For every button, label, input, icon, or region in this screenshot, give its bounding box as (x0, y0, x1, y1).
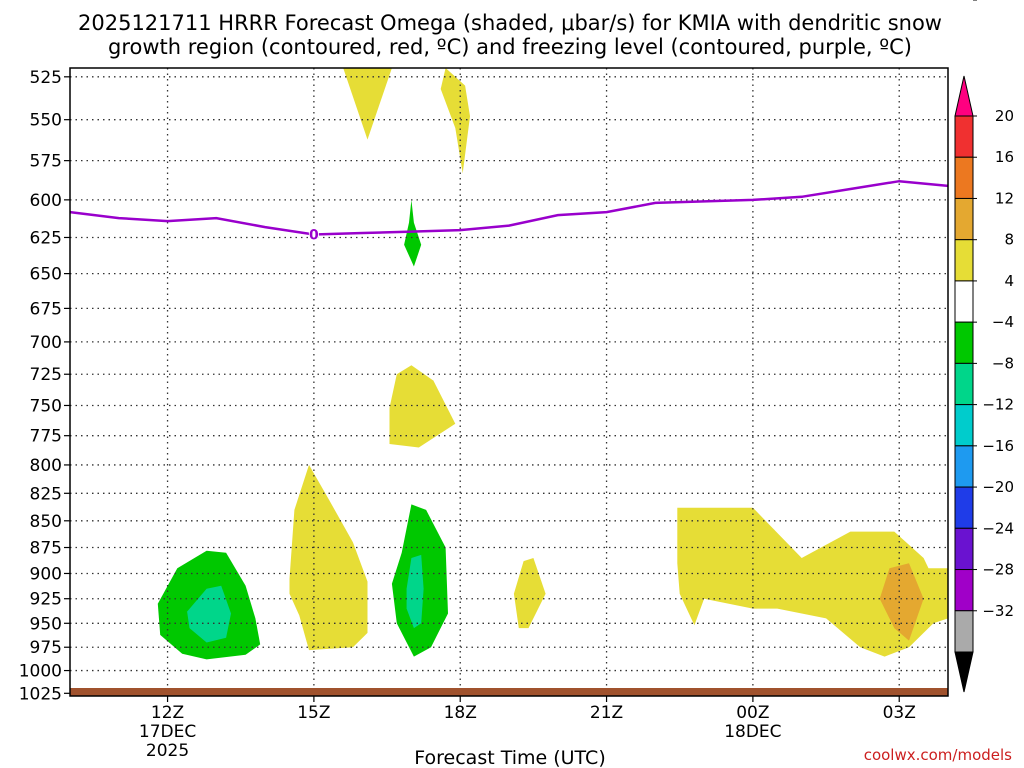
ground-bar (70, 688, 948, 696)
colorbar-band (954, 197, 974, 241)
y-tick-label: 900 (30, 564, 62, 584)
x-tick-label: 12Z (151, 703, 184, 723)
freezing-level-line (69, 179, 949, 236)
plot-frame (69, 67, 949, 697)
colorbar-band (954, 156, 974, 199)
credit-text: coolwx.com/models (864, 746, 1012, 764)
colorbar-label: −8 (992, 354, 1014, 372)
y-tick-label: 875 (30, 539, 62, 559)
y-tick-label: 575 (30, 152, 62, 172)
chart-title-line1: 2025121711 HRRR Forecast Omega (shaded, … (78, 11, 942, 35)
x-tick-label: 15Z (297, 703, 330, 723)
x-tick-label: 18Z (444, 703, 477, 723)
y-tick-label: 950 (30, 614, 62, 634)
y-tick-label: 525 (30, 68, 62, 88)
gridlines (70, 68, 948, 696)
y-axis: 525 550 575 600 625 650 675 700 725 750 775 800 825 8… (19, 68, 70, 704)
x-tick-date: 18DEC (724, 722, 781, 742)
colorbar-label: −16 (982, 437, 1014, 455)
x-tick-label: 00Z (736, 703, 769, 723)
colorbar-label: 12 (995, 189, 1014, 207)
upward-core-12z-low (187, 585, 231, 643)
colorbar-band (954, 569, 974, 612)
chart-title-line2: growth region (contoured, red, ºC) and f… (108, 35, 912, 59)
y-tick-label: 1025 (19, 684, 62, 704)
colorbar-band (954, 239, 974, 282)
colorbar-band (954, 115, 974, 158)
colorbar-label: −36 (982, 0, 1014, 4)
x-axis-label: Forecast Time (UTC) (414, 747, 605, 768)
downward-core-03z (879, 563, 924, 641)
colorbar-band (954, 445, 974, 488)
colorbar-bottom-arrow (954, 651, 974, 693)
downward-region-overnight (677, 507, 948, 657)
ground-strip (70, 688, 948, 696)
colorbar-label: −32 (982, 602, 1014, 620)
colorbar-label: 8 (1004, 231, 1014, 249)
colorbar-label: 4 (1004, 272, 1014, 290)
colorbar-label: −4 (992, 313, 1014, 331)
freezing-label-bg (308, 226, 319, 242)
plot-area: 0 (69, 67, 949, 697)
y-tick-label: 600 (30, 191, 62, 211)
y-tick-label: 975 (30, 638, 62, 658)
downward-region-15z-low (289, 464, 368, 651)
y-tick-label: 800 (30, 456, 62, 476)
colorbar-label: 20 (995, 107, 1014, 125)
colorbar-label: −20 (982, 478, 1014, 496)
colorbar-band (954, 527, 974, 571)
y-tick-label: 775 (30, 427, 62, 447)
y-tick-label: 825 (30, 484, 62, 504)
y-tick-label: 1000 (19, 662, 62, 682)
x-tick-label: 21Z (590, 703, 623, 723)
downward-region-19z-low (513, 558, 546, 629)
colorbar-label: −12 (982, 396, 1014, 414)
colorbar-band (954, 610, 974, 653)
colorbar-label: 16 (995, 148, 1014, 166)
upward-sliver-17z-mid (404, 199, 422, 267)
x-tick-date: 17DEC (139, 722, 196, 742)
y-tick-label: 650 (30, 265, 62, 285)
y-tick-label: 725 (30, 365, 62, 385)
y-tick-label: 850 (30, 512, 62, 532)
colorbar-band (954, 362, 974, 406)
y-tick-label: 925 (30, 590, 62, 610)
downward-region-17z-mid (389, 365, 456, 448)
colorbar: 20 16 12 8 4 −4 −8 −12 −16 −20 −24 −28 −32 −36 (954, 0, 1014, 693)
downward-region-1530z-upper (343, 68, 392, 140)
colorbar-label: −28 (982, 561, 1014, 579)
freezing-level-contour: 0 (69, 179, 949, 244)
omega-shaded-regions (157, 68, 948, 660)
colorbar-band (954, 280, 974, 323)
upward-core-17z-low (406, 554, 424, 629)
y-tick-label: 625 (30, 228, 62, 248)
colorbar-label: −24 (982, 519, 1014, 537)
y-tick-label: 750 (30, 396, 62, 416)
downward-region-1830z-upper (440, 68, 470, 174)
colorbar-band (954, 486, 974, 529)
y-tick-label: 675 (30, 299, 62, 319)
x-tick-label: 03Z (883, 703, 916, 723)
y-tick-label: 550 (30, 111, 62, 131)
y-tick-label: 700 (30, 333, 62, 353)
colorbar-band (954, 404, 974, 447)
freezing-level-label: 0 (309, 228, 319, 244)
colorbar-band (954, 321, 974, 364)
x-tick-year: 2025 (146, 741, 189, 761)
colorbar-top-arrow (954, 75, 974, 117)
